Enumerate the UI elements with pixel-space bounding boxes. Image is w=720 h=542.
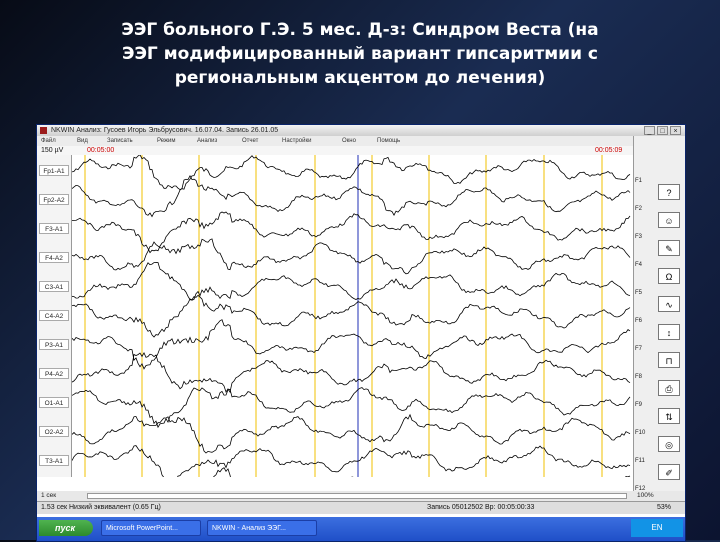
function-key-f3[interactable]: F3 [635, 234, 643, 240]
function-key-f6[interactable]: F6 [635, 318, 643, 324]
channel-label-p4[interactable]: P4-A2 [39, 368, 69, 379]
menu-item-view[interactable]: Вид [77, 138, 88, 144]
window-title: NKWIN Анализ: Гусоев Игорь Эльбрусович. … [51, 125, 278, 136]
channel-label-f3[interactable]: F3-A1 [39, 223, 69, 234]
channel-label-fp1[interactable]: Fp1-A1 [39, 165, 69, 176]
channel-label-t3[interactable]: T3-A1 [39, 455, 69, 466]
status-right: 53% [657, 504, 672, 511]
menu-item-settings[interactable]: Настройки [282, 138, 312, 144]
eeg-trace-c3-a1 [71, 261, 631, 301]
taskbar-item-nkwin[interactable]: NKWIN - Анализ ЭЭГ... [207, 520, 317, 536]
eeg-trace-p4-a2 [71, 352, 631, 394]
function-key-f11[interactable]: F11 [635, 458, 645, 464]
help-icon[interactable]: ? [658, 184, 680, 200]
close-button[interactable]: × [670, 126, 681, 135]
menu-item-record[interactable]: Записать [107, 138, 133, 144]
print-icon[interactable]: ⎙ [658, 380, 680, 396]
tuning-icon[interactable]: ⇅ [658, 408, 680, 424]
eeg-trace-p3-a1 [71, 319, 631, 370]
eeg-trace-f3-a1 [72, 211, 631, 254]
channel-label-o1[interactable]: O1-A1 [39, 397, 69, 408]
status-bar: 1.53 сек Низкий эквивалент (0.65 Гц) Зап… [37, 501, 685, 514]
language-indicator[interactable]: EN [651, 523, 663, 532]
function-key-f5[interactable]: F5 [635, 290, 643, 296]
time-start: 00:05:00 [87, 147, 115, 154]
title-line-3: региональным акцентом до лечения) [174, 68, 546, 88]
channel-label-fp2[interactable]: Fp2-A2 [39, 194, 69, 205]
menu-item-file[interactable]: Файл [41, 138, 56, 144]
edit-icon[interactable]: ✐ [658, 464, 680, 480]
channel-label-o2[interactable]: O2-A2 [39, 426, 69, 437]
navigation-bar: 1 сек 100% [37, 491, 685, 501]
function-key-f4[interactable]: F4 [635, 262, 643, 268]
windows-taskbar: пуск Microsoft PowerPoint... NKWIN - Ана… [37, 517, 685, 541]
pen-icon[interactable]: ✎ [658, 240, 680, 256]
eeg-plot-area[interactable] [71, 154, 631, 514]
eeg-trace-o1-a1 [71, 387, 631, 429]
channel-label-c4[interactable]: C4-A2 [39, 310, 69, 321]
window-titlebar[interactable]: NKWIN Анализ: Гусоев Игорь Эльбрусович. … [37, 125, 685, 136]
eeg-trace-c4-a2 [71, 294, 631, 338]
menu-item-window[interactable]: Окно [342, 138, 356, 144]
eeg-trace-o2-a2 [71, 413, 631, 454]
title-line-1: ЭЭГ больного Г.Э. 5 мес. Д-з: Синдром Ве… [121, 20, 599, 40]
function-key-f12[interactable]: F12 [635, 486, 646, 492]
function-key-f1[interactable]: F1 [635, 178, 643, 184]
title-line-2: ЭЭГ модифицированный вариант гипсаритмии… [121, 44, 599, 64]
globe-icon[interactable]: ◎ [658, 436, 680, 452]
status-left: 1.53 сек Низкий эквивалент (0.65 Гц) [41, 504, 161, 511]
face-icon[interactable]: ☺ [658, 212, 680, 228]
function-key-f7[interactable]: F7 [635, 346, 643, 352]
function-key-f9[interactable]: F9 [635, 402, 643, 408]
eeg-app-window: NKWIN Анализ: Гусоев Игорь Эльбрусович. … [36, 124, 686, 542]
maximize-button[interactable]: □ [657, 126, 668, 135]
time-end: 00:05:09 [595, 147, 623, 154]
function-key-f8[interactable]: F8 [635, 374, 643, 380]
system-tray: EN [631, 519, 683, 537]
app-name: NKWIN [51, 127, 75, 134]
function-key-f2[interactable]: F2 [635, 206, 643, 212]
channel-label-c3[interactable]: C3-A1 [39, 281, 69, 292]
eeg-trace-t3-a1 [71, 445, 631, 487]
eeg-traces [71, 154, 631, 514]
slide-title: ЭЭГ больного Г.Э. 5 мес. Д-з: Синдром Ве… [40, 18, 680, 90]
time-scrollbar[interactable] [87, 493, 627, 499]
scroll-end-label: 100% [637, 492, 654, 499]
amplitude-scale[interactable]: 150 µV [41, 147, 64, 154]
patient-record: Анализ: Гусоев Игорь Эльбрусович. 16.07.… [76, 127, 279, 134]
calibrate-icon[interactable]: ⊓ [658, 352, 680, 368]
waveform-icon[interactable]: ∿ [658, 296, 680, 312]
channel-label-f4[interactable]: F4-A2 [39, 252, 69, 263]
menu-item-analysis[interactable]: Анализ [197, 138, 218, 144]
start-button[interactable]: пуск [39, 520, 93, 536]
menu-item-mode[interactable]: Режим [157, 138, 176, 144]
menu-item-help[interactable]: Помощь [377, 138, 401, 144]
arrows-icon[interactable]: ↕ [658, 324, 680, 340]
status-center: Запись 05012502 Вр: 00:05:00:33 [427, 504, 535, 511]
toolbar: 150 µV 00:05:00 00:05:09 [37, 146, 685, 155]
channel-labels: Fp1-A1 Fp2-A2 F3-A1 F4-A2 C3-A1 C4-A2 P3… [37, 155, 72, 477]
resistor-icon[interactable]: Ω [658, 268, 680, 284]
eeg-trace-t4-a2 [71, 467, 631, 514]
eeg-trace-fp2-a2 [71, 174, 631, 218]
eeg-trace-fp1-a1 [71, 154, 631, 191]
taskbar-item-powerpoint[interactable]: Microsoft PowerPoint... [101, 520, 201, 536]
channel-label-p3[interactable]: P3-A1 [39, 339, 69, 350]
minimize-button[interactable]: _ [644, 126, 655, 135]
function-key-f10[interactable]: F10 [635, 430, 646, 436]
app-logo-icon [40, 127, 47, 134]
eeg-trace-f4-a2 [71, 238, 631, 275]
menu-item-report[interactable]: Отчет [242, 138, 259, 144]
page-duration[interactable]: 1 сек [41, 492, 57, 499]
